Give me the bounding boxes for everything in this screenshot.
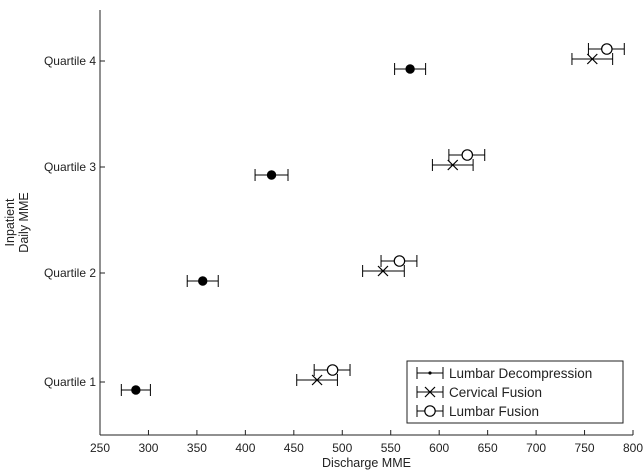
data-point	[571, 53, 614, 65]
legend-label: Cervical Fusion	[449, 385, 542, 400]
legend-marker	[424, 386, 436, 398]
x-marker-stroke	[447, 159, 459, 171]
legend-marker	[424, 405, 436, 417]
point-marker	[393, 255, 406, 267]
x-tick-label: 500	[332, 441, 352, 455]
data-point	[186, 275, 219, 287]
point-marker	[131, 385, 141, 395]
x-marker-stroke	[586, 53, 598, 65]
x-marker-stroke	[424, 386, 436, 398]
x-tick-label: 450	[284, 441, 304, 455]
data-point	[120, 384, 151, 396]
point-marker	[266, 170, 277, 180]
data-point	[587, 43, 625, 55]
data-point	[380, 255, 418, 267]
x-tick-label: 700	[526, 441, 546, 455]
data-point	[394, 63, 427, 75]
x-tick-label: 300	[138, 441, 158, 455]
point-marker	[461, 149, 474, 161]
x-tick-label: 750	[575, 441, 595, 455]
legend-entry: Lumbar Decompression	[416, 366, 592, 381]
y-tick-label: Quartile 3	[44, 160, 96, 174]
y-tick-label: Quartile 4	[44, 54, 96, 68]
point-marker	[447, 159, 459, 171]
point-marker	[601, 43, 613, 55]
legend: Lumbar Decompression Cervical Fusion Lumba…	[406, 360, 624, 424]
data-point	[296, 374, 338, 386]
x-tick-label: 400	[235, 441, 255, 455]
legend-entry: Lumbar Fusion	[416, 404, 539, 419]
point-marker	[326, 364, 339, 376]
legend-label: Lumbar Decompression	[449, 366, 592, 381]
data-point	[448, 149, 486, 161]
point-marker	[311, 374, 323, 386]
x-tick-label: 350	[187, 441, 207, 455]
y-axis-label: Daily MME	[17, 192, 31, 252]
data-point	[431, 159, 474, 171]
point-marker	[586, 53, 598, 65]
x-tick-label: 550	[381, 441, 401, 455]
data-point	[313, 364, 351, 376]
x-axis-label: Discharge MME	[322, 456, 411, 470]
x-tick-label: 250	[90, 441, 110, 455]
y-tick-label: Quartile 1	[44, 375, 96, 389]
legend-entry: Cervical Fusion	[416, 385, 542, 400]
y-axis-label: Inpatient	[3, 198, 17, 246]
x-tick-label: 600	[429, 441, 449, 455]
y-tick-label: Quartile 2	[44, 266, 96, 280]
x-marker-stroke	[311, 374, 323, 386]
data-point	[362, 265, 405, 277]
data-point	[254, 169, 289, 181]
x-tick-label: 650	[478, 441, 498, 455]
point-marker	[405, 64, 415, 74]
legend-label: Lumbar Fusion	[449, 404, 539, 419]
data-marks	[120, 43, 625, 396]
axes: 250 300 350 400 450 500 550 600 650 700 750 800 Quar…	[3, 10, 643, 470]
point-marker	[198, 276, 208, 286]
legend-marker	[428, 371, 432, 375]
x-marker-stroke	[377, 265, 389, 277]
x-tick-label: 800	[623, 441, 643, 455]
point-marker	[377, 265, 389, 277]
